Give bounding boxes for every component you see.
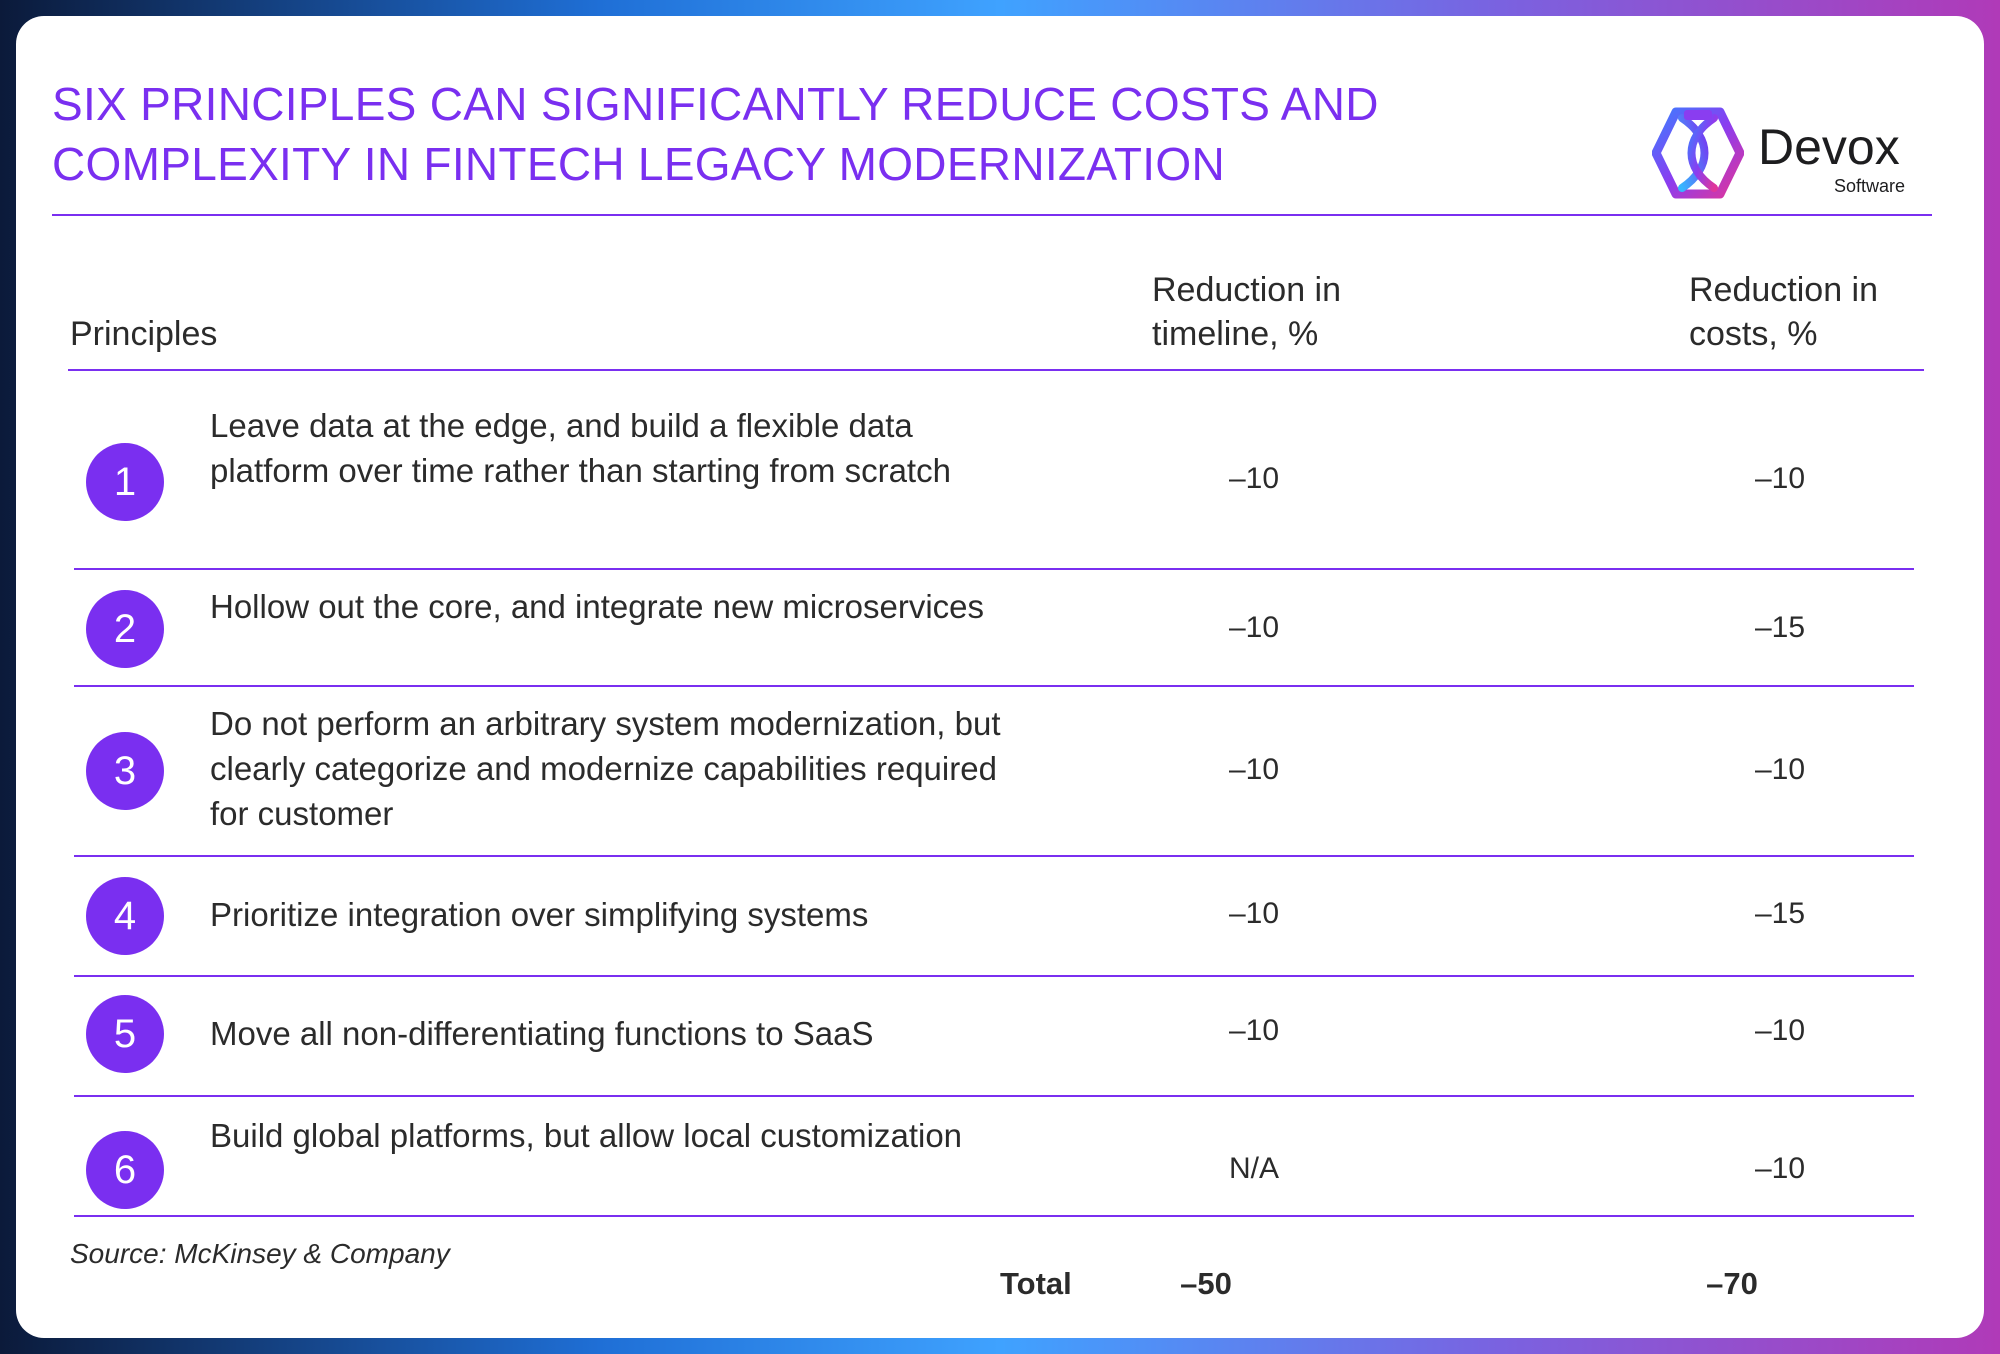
timeline-value: –10: [1228, 462, 1280, 495]
title-divider: [52, 214, 1932, 216]
header-costs: Reduction in costs, %: [1689, 268, 1878, 356]
title-line-2: COMPLEXITY IN FINTECH LEGACY MODERNIZATI…: [52, 138, 1225, 190]
principle-number-badge: 1: [86, 443, 164, 521]
row-divider: [74, 975, 1914, 977]
row-divider: [74, 1095, 1914, 1097]
timeline-value: –10: [1228, 753, 1280, 786]
total-timeline-value: –50: [1180, 1266, 1232, 1301]
table-row: 2 Hollow out the core, and integrate new…: [74, 570, 1914, 687]
title-line-1: SIX PRINCIPLES CAN SIGNIFICANTLY REDUCE …: [52, 78, 1379, 130]
header-timeline: Reduction in timeline, %: [1152, 268, 1341, 356]
table-row: 4 Prioritize integration over simplifyin…: [74, 857, 1914, 977]
principle-number-badge: 6: [86, 1131, 164, 1209]
source-note: Source: McKinsey & Company: [70, 1238, 450, 1269]
logo-wordmark: Devox: [1758, 119, 1900, 175]
table-row: 5 Move all non-differentiating functions…: [74, 977, 1914, 1097]
principle-text: Prioritize integration over simplifying …: [210, 896, 869, 933]
timeline-value: –10: [1228, 611, 1280, 644]
principle-text: Do not perform an arbitrary system moder…: [210, 705, 1001, 832]
table-row: 6 Build global platforms, but allow loca…: [74, 1097, 1914, 1217]
principle-text: Build global platforms, but allow local …: [210, 1117, 963, 1154]
logo-subtitle: Software: [1834, 176, 1906, 196]
devox-logo: Devox Software: [1652, 104, 1932, 204]
costs-value: –10: [1754, 1014, 1806, 1047]
principle-text: Hollow out the core, and integrate new m…: [210, 588, 985, 625]
principle-number-badge: 5: [86, 995, 164, 1073]
row-divider: [74, 1215, 1914, 1217]
total-costs-value: –70: [1706, 1266, 1758, 1301]
devox-logo-icon: [1652, 107, 1744, 199]
row-divider: [74, 855, 1914, 857]
costs-value: –10: [1754, 1152, 1806, 1185]
header-costs-line-1: Reduction in: [1689, 271, 1879, 309]
principle-text: Leave data at the edge, and build a flex…: [210, 407, 951, 489]
infographic-card: SIX PRINCIPLES CAN SIGNIFICANTLY REDUCE …: [16, 16, 1984, 1338]
header-timeline-line-2: timeline, %: [1152, 315, 1319, 353]
header-principles: Principles: [70, 315, 218, 353]
row-divider: [74, 568, 1914, 570]
timeline-value: –10: [1228, 1014, 1280, 1047]
table-row: 1 Leave data at the edge, and build a fl…: [74, 371, 1914, 570]
principle-number-badge: 2: [86, 590, 164, 668]
total-label: Total: [1000, 1266, 1072, 1301]
costs-value: –10: [1754, 753, 1806, 786]
costs-value: –15: [1754, 611, 1806, 644]
principle-number-badge: 3: [86, 732, 164, 810]
costs-value: –15: [1754, 897, 1806, 930]
row-divider: [74, 685, 1914, 687]
header-timeline-line-1: Reduction in: [1152, 271, 1342, 309]
principle-text: Move all non-differentiating functions t…: [210, 1015, 874, 1052]
costs-value: –10: [1754, 462, 1806, 495]
page-title: SIX PRINCIPLES CAN SIGNIFICANTLY REDUCE …: [52, 74, 1452, 194]
timeline-value: N/A: [1228, 1152, 1279, 1185]
header-costs-line-2: costs, %: [1689, 315, 1818, 353]
timeline-value: –10: [1228, 897, 1280, 930]
table-row: 3 Do not perform an arbitrary system mod…: [74, 687, 1914, 857]
header-divider: [68, 369, 1924, 371]
principle-number-badge: 4: [86, 877, 164, 955]
